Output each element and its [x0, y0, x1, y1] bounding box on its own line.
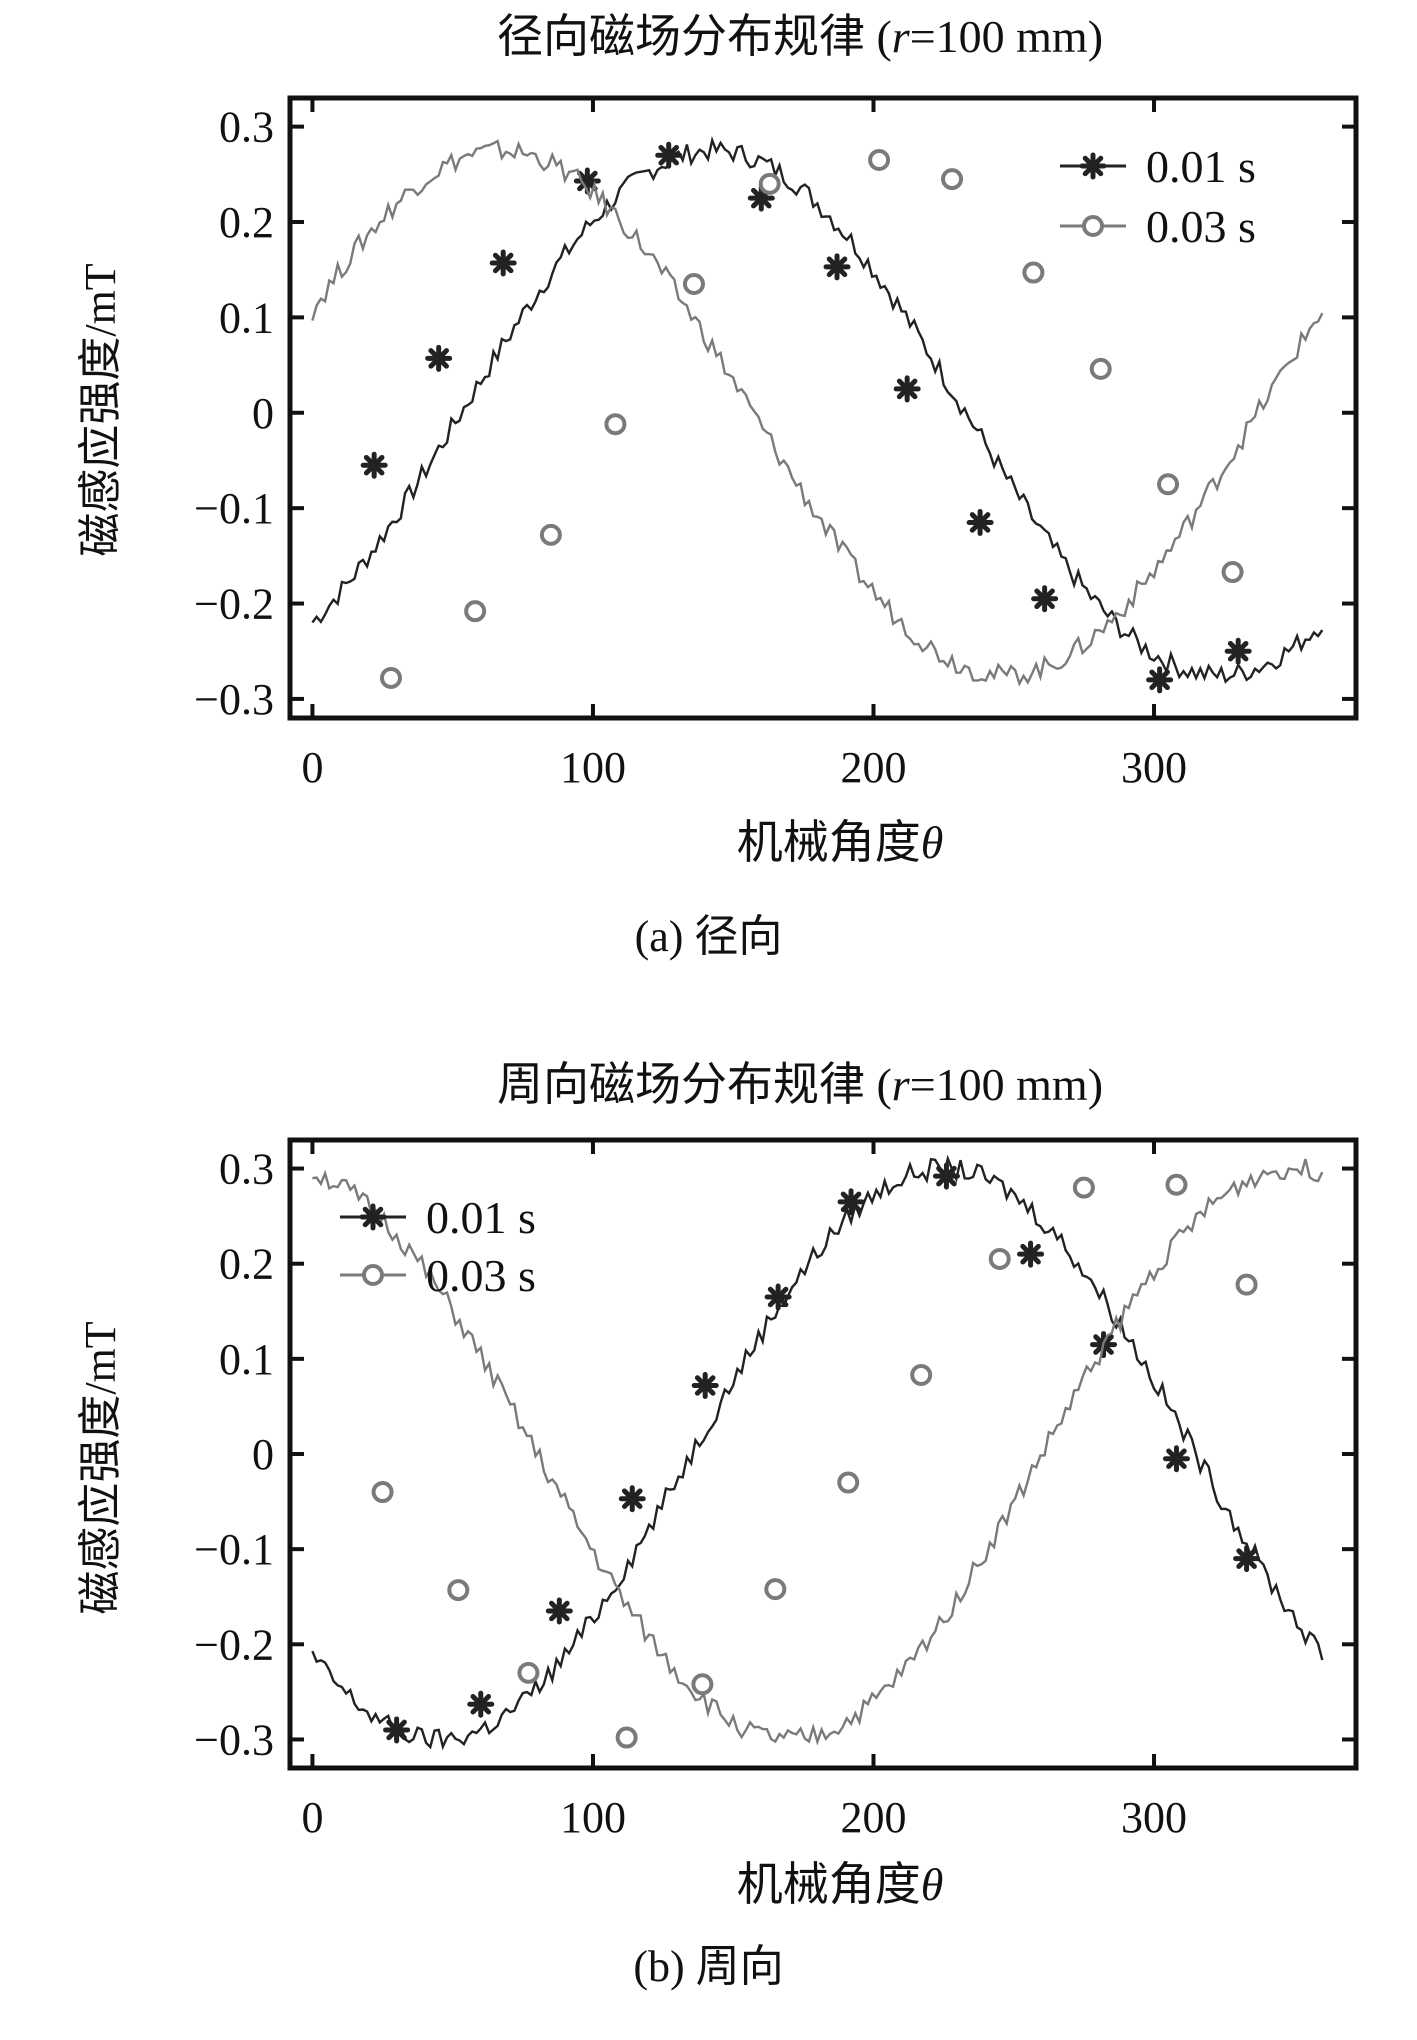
y-axis-label: 磁感应强度/mT	[76, 1321, 125, 1614]
data-point-circle	[988, 1247, 1011, 1270]
data-point-star	[691, 1371, 719, 1399]
circumferential-field-figure: 周向磁场分布规律 (r=100 mm) 机械角度θ 磁感应强度/mT 0.3 0.…	[0, 1050, 1417, 2040]
data-point-circle	[941, 168, 964, 191]
data-point-star	[1031, 585, 1059, 613]
data-point-circle	[604, 413, 627, 436]
series-0.03-s	[312, 1158, 1324, 1749]
data-point-star	[1224, 637, 1252, 665]
data-point-circle	[447, 1579, 470, 1602]
plot-frame	[287, 95, 1359, 721]
x-tick-label: 100	[560, 743, 626, 792]
x-tick-label: 300	[1121, 743, 1187, 792]
legend: 0.01 s 0.03 s	[340, 1192, 536, 1301]
data-point-star	[618, 1485, 646, 1513]
data-point-circle	[615, 1726, 638, 1749]
x-tick-label: 0	[301, 743, 323, 792]
x-tick-label: 200	[840, 1793, 906, 1842]
data-point-star	[489, 249, 517, 277]
legend-marker-circle	[1082, 215, 1104, 237]
y-tick-label: 0.1	[219, 293, 274, 342]
data-point-circle	[1022, 261, 1045, 284]
x-tick-label: 300	[1121, 1793, 1187, 1842]
y-tick-label: 0.2	[219, 1240, 274, 1289]
y-tick-label: 0	[252, 389, 274, 438]
data-point-star	[1233, 1545, 1261, 1573]
data-point-star	[467, 1690, 495, 1718]
data-point-star	[932, 1162, 960, 1190]
data-point-star	[1146, 666, 1174, 694]
series-line	[312, 1158, 1324, 1746]
legend-label: 0.01 s	[426, 1192, 536, 1243]
legend-marker-star	[359, 1203, 387, 1231]
legend: 0.01 s 0.03 s	[1060, 141, 1256, 252]
data-point-star	[823, 253, 851, 281]
data-point-circle	[837, 1471, 860, 1494]
y-tick-label: −0.1	[194, 484, 274, 533]
legend-label: 0.03 s	[426, 1250, 536, 1301]
data-point-circle	[691, 1673, 714, 1696]
data-point-circle	[868, 149, 891, 171]
data-point-circle	[379, 666, 402, 689]
data-point-circle	[539, 523, 562, 546]
x-axis-label: 机械角度θ	[737, 817, 944, 868]
figure-caption-b: (b) 周向	[633, 1942, 784, 1991]
data-point-star	[383, 1716, 411, 1744]
x-axis-label: 机械角度θ	[737, 1859, 944, 1910]
data-point-circle	[1235, 1273, 1258, 1296]
legend-marker-circle	[362, 1264, 384, 1286]
y-axis-label: 磁感应强度/mT	[76, 263, 125, 556]
series-line	[311, 135, 1324, 684]
y-tick-label: 0.3	[219, 1145, 274, 1194]
chart-title: 周向磁场分布规律 (r=100 mm)	[497, 1059, 1103, 1110]
y-tick-label: −0.3	[194, 675, 274, 724]
data-point-circle	[1157, 473, 1180, 496]
legend-label: 0.01 s	[1146, 141, 1256, 192]
x-tick-label: 0	[301, 1793, 323, 1842]
series-0.03-s	[311, 139, 1324, 689]
data-point-circle	[517, 1661, 540, 1684]
y-tick-label: −0.3	[194, 1715, 274, 1764]
radial-field-figure: 径向磁场分布规律 (r=100 mm) 机械角度θ 磁感应强度/mT 0.3 0.…	[0, 0, 1417, 990]
data-point-circle	[1072, 1176, 1095, 1199]
figure-caption-a: (a) 径向	[634, 912, 783, 961]
data-point-circle	[464, 600, 487, 623]
series-line	[311, 139, 1324, 687]
circumferential-field-chart: 周向磁场分布规律 (r=100 mm) 机械角度θ 磁感应强度/mT 0.3 0.…	[76, 1059, 1359, 1910]
data-point-star	[893, 375, 921, 403]
y-tick-label: −0.2	[194, 1620, 274, 1669]
data-point-circle	[1221, 561, 1244, 584]
x-tick-label: 100	[560, 1793, 626, 1842]
data-point-star	[425, 344, 453, 372]
legend-label: 0.03 s	[1146, 201, 1256, 252]
series-line	[311, 1154, 1324, 1751]
data-point-star	[764, 1283, 792, 1311]
data-point-star	[545, 1597, 573, 1625]
x-tick-label: 200	[840, 743, 906, 792]
data-point-star	[837, 1188, 865, 1216]
data-point-star	[1017, 1240, 1045, 1268]
data-point-star	[966, 508, 994, 536]
data-point-circle	[758, 172, 781, 195]
y-tick-label: 0.1	[219, 1335, 274, 1384]
data-point-star	[1162, 1445, 1190, 1473]
series-0.01-s	[311, 135, 1324, 694]
data-point-circle	[764, 1578, 787, 1601]
data-point-circle	[682, 273, 705, 295]
radial-field-chart: 径向磁场分布规律 (r=100 mm) 机械角度θ 磁感应强度/mT 0.3 0.…	[76, 11, 1359, 868]
data-point-circle	[1165, 1173, 1188, 1196]
chart-title: 径向磁场分布规律 (r=100 mm)	[497, 11, 1103, 62]
data-point-circle	[1089, 357, 1112, 380]
legend-marker-star	[1079, 152, 1107, 180]
y-tick-label: −0.2	[194, 580, 274, 629]
y-tick-label: −0.1	[194, 1525, 274, 1574]
data-point-circle	[371, 1481, 394, 1504]
y-tick-label: 0.2	[219, 198, 274, 247]
data-point-star	[360, 451, 388, 479]
y-tick-label: 0.3	[219, 103, 274, 152]
data-point-circle	[910, 1364, 933, 1387]
y-tick-label: 0	[252, 1430, 274, 1479]
data-point-star	[655, 141, 683, 169]
